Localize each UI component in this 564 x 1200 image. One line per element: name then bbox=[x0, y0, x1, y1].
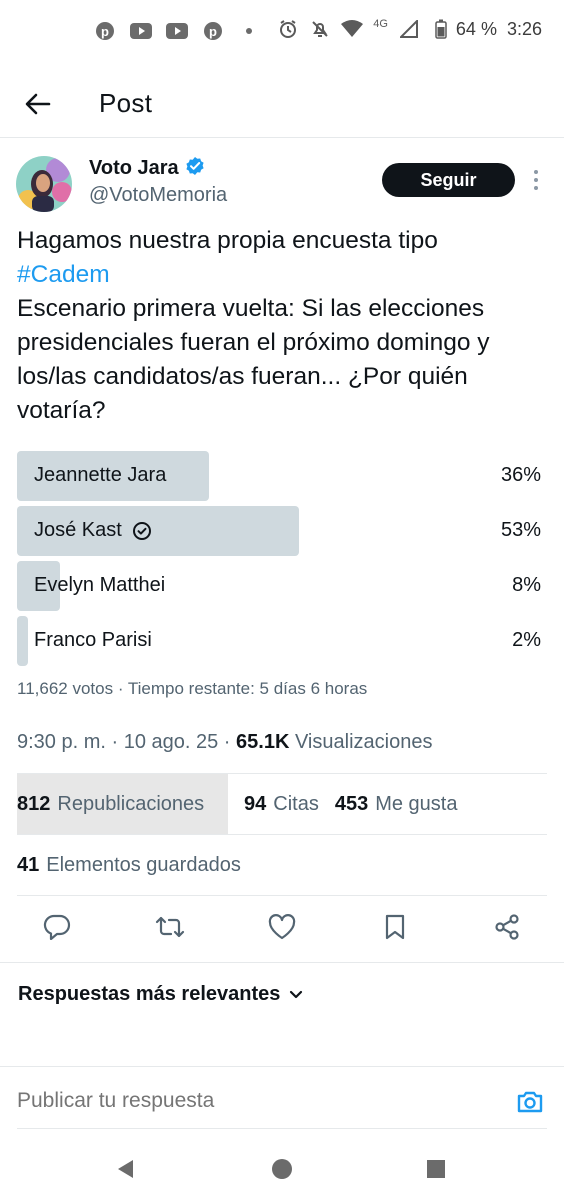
hashtag-link[interactable]: #Cadem bbox=[17, 261, 110, 288]
poll-bar bbox=[17, 616, 28, 666]
post-text: Hagamos nuestra propia encuesta tipo #Ca… bbox=[17, 224, 547, 428]
check-circle-icon bbox=[132, 521, 151, 540]
poll-option-percent: 53% bbox=[500, 519, 541, 541]
bookmark-icon[interactable] bbox=[380, 912, 410, 942]
quotes-stat[interactable]: 94 Citas bbox=[244, 774, 319, 834]
poll-option-percent: 2% bbox=[512, 629, 541, 651]
likes-count: 453 bbox=[334, 792, 369, 815]
nav-recents-icon[interactable] bbox=[423, 1156, 449, 1182]
timestamp-text: 9:30 p. m. · 10 ago. 25 · bbox=[17, 731, 237, 753]
quotes-count: 94 bbox=[244, 792, 267, 815]
poll-option-label-wrap: Franco Parisi bbox=[34, 629, 152, 652]
battery-level: 64 % bbox=[455, 18, 497, 39]
divider bbox=[17, 773, 547, 774]
post-text-line: Hagamos nuestra propia encuesta tipo bbox=[17, 227, 438, 254]
signal-icon bbox=[398, 18, 420, 40]
alarm-icon bbox=[277, 18, 299, 40]
youtube-icon bbox=[166, 20, 188, 42]
poll-meta: 11,662 votos · Tiempo restante: 5 días 6… bbox=[17, 679, 368, 698]
reposts-label: Republicaciones bbox=[57, 792, 205, 815]
poll-option-label-wrap: Jeannette Jara bbox=[34, 464, 166, 487]
pinterest-icon: p bbox=[202, 20, 224, 42]
divider bbox=[17, 834, 547, 835]
more-options-icon[interactable] bbox=[528, 166, 544, 194]
divider bbox=[17, 1128, 547, 1129]
chevron-down-icon bbox=[290, 990, 303, 998]
poll-option-label: Jeannette Jara bbox=[34, 464, 167, 486]
poll-bar bbox=[17, 506, 299, 556]
nav-home-icon[interactable] bbox=[269, 1156, 295, 1182]
poll-option[interactable]: José Kast 53% bbox=[17, 506, 547, 556]
post-timestamp: 9:30 p. m. · 10 ago. 25 · 65.1K Visualiz… bbox=[17, 731, 432, 754]
poll-option-label-wrap: Evelyn Matthei bbox=[34, 574, 165, 597]
repost-icon[interactable] bbox=[155, 912, 185, 942]
bookmarks-count: 41 bbox=[17, 854, 40, 876]
dot-icon bbox=[238, 20, 260, 42]
back-button[interactable] bbox=[20, 86, 56, 122]
notification-icons: p p bbox=[94, 20, 260, 42]
poll-option[interactable]: Evelyn Matthei 8% bbox=[17, 561, 547, 611]
views-label: Visualizaciones bbox=[294, 731, 433, 753]
bookmarks-stat[interactable]: 41 Elementos guardados bbox=[17, 854, 241, 877]
arrow-left-icon bbox=[25, 93, 51, 115]
divider bbox=[17, 895, 547, 896]
reply-input[interactable] bbox=[17, 1089, 477, 1113]
wifi-icon bbox=[341, 18, 364, 40]
network-type: 4G bbox=[373, 18, 388, 30]
views-count: 65.1K bbox=[236, 731, 290, 753]
like-icon[interactable] bbox=[267, 912, 297, 942]
likes-stat[interactable]: 453 Me gusta bbox=[335, 774, 458, 834]
status-bar: p p 4G 64 % 3:26 bbox=[0, 0, 564, 64]
reply-composer bbox=[0, 1066, 564, 1128]
reply-icon[interactable] bbox=[42, 912, 72, 942]
author-name-row: Voto Jara bbox=[89, 156, 205, 181]
verified-badge-icon bbox=[185, 156, 205, 181]
avatar[interactable] bbox=[16, 156, 72, 212]
follow-button[interactable]: Seguir bbox=[382, 163, 515, 197]
replies-sort-label: Respuestas más relevantes bbox=[18, 983, 281, 1005]
quotes-label: Citas bbox=[273, 792, 319, 815]
action-bar bbox=[0, 896, 564, 962]
reposts-count: 812 bbox=[17, 792, 51, 815]
pinterest-icon: p bbox=[94, 20, 116, 42]
poll-bar bbox=[17, 561, 60, 611]
poll-option-percent: 36% bbox=[500, 464, 541, 486]
post-text-body: Escenario primera vuelta: Si las eleccio… bbox=[17, 295, 490, 424]
share-icon[interactable] bbox=[492, 912, 522, 942]
bookmarks-label: Elementos guardados bbox=[46, 854, 241, 876]
replies-sort-dropdown[interactable]: Respuestas más relevantes bbox=[18, 983, 304, 1006]
camera-icon[interactable] bbox=[514, 1087, 546, 1117]
poll-option-label: Evelyn Matthei bbox=[34, 574, 166, 596]
poll: Jeannette Jara 36% José Kast 53% Evelyn Matt… bbox=[17, 451, 547, 671]
youtube-icon bbox=[130, 20, 152, 42]
page-title: Post bbox=[99, 88, 153, 118]
poll-option[interactable]: Franco Parisi 2% bbox=[17, 616, 547, 666]
reposts-stat[interactable]: 812 Republicaciones bbox=[17, 774, 228, 834]
system-nav-bar bbox=[0, 1140, 564, 1200]
svg-text:p: p bbox=[101, 24, 109, 39]
svg-text:p: p bbox=[209, 24, 217, 39]
poll-option[interactable]: Jeannette Jara 36% bbox=[17, 451, 547, 501]
top-bar: Post bbox=[0, 72, 564, 138]
poll-option-label-wrap: José Kast bbox=[34, 519, 152, 542]
poll-bar bbox=[17, 451, 209, 501]
mute-icon bbox=[309, 18, 331, 40]
author-handle[interactable]: @VotoMemoria bbox=[89, 184, 228, 206]
likes-label: Me gusta bbox=[375, 792, 458, 815]
divider bbox=[0, 962, 564, 963]
system-icons: 4G 64 % 3:26 bbox=[277, 18, 542, 40]
nav-back-icon[interactable] bbox=[112, 1156, 138, 1182]
battery-icon bbox=[430, 18, 452, 40]
poll-option-percent: 8% bbox=[512, 574, 541, 596]
poll-option-label: José Kast bbox=[34, 519, 122, 541]
poll-option-label: Franco Parisi bbox=[34, 629, 152, 651]
author-name[interactable]: Voto Jara bbox=[89, 157, 179, 179]
engagement-stats: 812 Republicaciones 94 Citas 453 Me gusta bbox=[17, 774, 547, 834]
clock: 3:26 bbox=[506, 18, 542, 39]
